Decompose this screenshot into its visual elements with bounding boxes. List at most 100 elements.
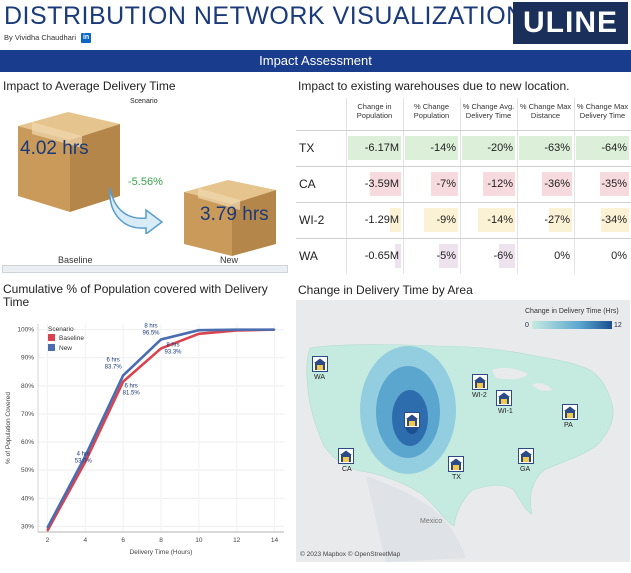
- baseline-value: 4.02 hrs: [20, 138, 89, 159]
- series-point: [198, 333, 200, 335]
- table-cell: -9%: [436, 214, 456, 226]
- horizontal-scrollbar[interactable]: [2, 265, 288, 273]
- x-tick-label: 4: [83, 537, 87, 544]
- new-box-icon: [184, 180, 276, 256]
- table-cell-bar: [405, 136, 458, 160]
- table-cell-bar: [370, 172, 401, 196]
- y-axis-label: % of Population Covered: [5, 392, 12, 464]
- warehouse-marker-ga[interactable]: [518, 448, 534, 469]
- series-point: [160, 338, 162, 341]
- x-tick-label: 10: [195, 537, 203, 544]
- scenario-label: Scenario: [130, 98, 158, 105]
- map-title: Change in Delivery Time by Area: [298, 283, 473, 297]
- table-column-header: % Change Population: [413, 102, 450, 120]
- change-percent: -5.56%: [128, 176, 163, 188]
- header: DISTRIBUTION NETWORK VISUALIZATION By Vi…: [0, 0, 631, 46]
- warehouse-marker-wi1[interactable]: [496, 390, 512, 411]
- table-cell-bar: [576, 136, 629, 160]
- map-attribution[interactable]: © 2023 Mapbox © OpenStreetMap: [300, 551, 401, 558]
- warehouse-icon: [404, 412, 420, 428]
- new-label: New: [220, 255, 239, 265]
- y-tick-label: 70%: [21, 411, 34, 418]
- map-canvas: [306, 344, 614, 562]
- warehouse-marker-pa[interactable]: [562, 404, 578, 425]
- table-cell-bar: [395, 244, 401, 268]
- map-legend-max: 12: [614, 322, 622, 329]
- table-cell: -6.17M: [364, 142, 399, 154]
- series-point: [273, 328, 276, 331]
- map-legend-title: Change in Delivery Time (Hrs): [525, 308, 619, 315]
- y-tick-label: 90%: [21, 355, 34, 362]
- warehouse-icon: [312, 356, 328, 372]
- map-legend-gradient: [532, 321, 612, 329]
- table-column-header: % Change Max Distance: [519, 102, 572, 120]
- mexico-label: Mexico: [420, 518, 443, 525]
- table-cell: -7%: [436, 178, 456, 190]
- baseline-box-icon: [18, 112, 120, 212]
- mexico-landmass: [366, 476, 466, 562]
- table-cell: -1.29M: [364, 214, 399, 226]
- arrow-right-icon: [109, 187, 164, 234]
- page-title: DISTRIBUTION NETWORK VISUALIZATION: [4, 2, 525, 30]
- table-cell-bar: [431, 172, 458, 196]
- series-point: [235, 328, 238, 331]
- table-cell-bar: [499, 244, 515, 268]
- uline-logo: ULINE: [513, 2, 628, 44]
- impact-avg-title: Impact to Average Delivery Time: [3, 79, 176, 93]
- table-cell: -6%: [493, 250, 513, 262]
- annotation-value: 96.5%: [142, 330, 160, 336]
- byline: By Vividha Chaudhari in: [4, 33, 92, 44]
- annotation-value: 53.0%: [75, 459, 93, 465]
- warehouse-label-ga: GA: [520, 466, 531, 473]
- annotation-label: 4 hrs: [77, 452, 90, 458]
- annotation-value: 93.3%: [164, 349, 182, 355]
- annotation-value: 83.7%: [105, 364, 123, 370]
- new-value: 3.79 hrs: [200, 204, 269, 225]
- warehouse-marker-co[interactable]: [404, 412, 420, 433]
- warehouse-icon: [472, 374, 488, 390]
- table-cell: -20%: [487, 142, 513, 154]
- x-tick-label: 12: [233, 537, 241, 544]
- warehouse-icon: [496, 390, 512, 406]
- annotation-label: 6 hrs: [106, 357, 119, 363]
- linkedin-icon[interactable]: in: [81, 33, 92, 44]
- table-cell: -34%: [601, 214, 627, 226]
- x-tick-label: 14: [271, 537, 279, 544]
- baseline-label: Baseline: [58, 255, 93, 265]
- x-tick-label: 6: [121, 537, 125, 544]
- y-tick-label: 30%: [21, 523, 34, 530]
- warehouse-marker-tx[interactable]: [448, 456, 464, 477]
- series-point: [84, 455, 87, 457]
- annotation-value: 81.5%: [123, 391, 141, 397]
- table-cell-bar: [348, 136, 401, 160]
- delivery-time-map[interactable]: Change in Delivery Time (Hrs) 0 12 WA CA T…: [296, 300, 630, 562]
- y-tick-label: 100%: [17, 327, 34, 334]
- warehouse-marker-ca[interactable]: [338, 448, 354, 469]
- x-axis-label: Delivery Time (Hours): [130, 549, 193, 556]
- x-tick-label: 2: [46, 537, 50, 544]
- cumulative-title-line1: Cumulative % of Population covered with …: [3, 282, 268, 296]
- table-row-label: WA: [299, 249, 318, 263]
- annotation-label: 6 hrs: [124, 384, 137, 390]
- x-tick-label: 8: [159, 537, 163, 544]
- table-cell: -14%: [430, 142, 456, 154]
- annotation-label: 8 hrs: [166, 342, 179, 348]
- y-tick-label: 40%: [21, 495, 34, 502]
- y-tick-label: 80%: [21, 383, 34, 390]
- series-point: [122, 380, 124, 383]
- legend-swatch: [48, 334, 55, 341]
- warehouse-label-wa: WA: [314, 374, 326, 381]
- table-row-label: WI-2: [299, 213, 325, 227]
- series-point: [160, 347, 162, 350]
- table-cell-bar: [542, 172, 572, 196]
- warehouse-marker-wa[interactable]: [312, 356, 328, 377]
- table-cell: -63%: [544, 142, 570, 154]
- warehouse-label-ca: CA: [342, 466, 352, 473]
- table-cell-bar: [439, 244, 458, 268]
- warehouse-marker-wi2[interactable]: [472, 374, 488, 395]
- warehouse-label-wi2: WI-2: [472, 392, 487, 399]
- annotation-label: 8 hrs: [144, 323, 157, 329]
- table-cell-bar: [478, 208, 515, 232]
- author-name: By Vividha Chaudhari: [4, 33, 76, 42]
- table-row-divider: [296, 238, 631, 239]
